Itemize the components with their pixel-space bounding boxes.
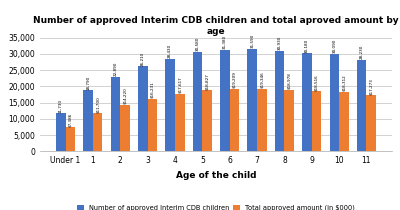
Bar bbox=[357, 60, 366, 151]
Text: $18,312: $18,312 bbox=[342, 75, 346, 91]
Bar bbox=[56, 113, 66, 151]
Text: $11,700: $11,700 bbox=[96, 96, 100, 113]
Text: 30,580: 30,580 bbox=[196, 37, 200, 51]
Legend: Number of approved Interim CDB children, Total approved amount (in $000): Number of approved Interim CDB children,… bbox=[74, 202, 358, 210]
Text: $19,346: $19,346 bbox=[260, 71, 264, 88]
Bar bbox=[339, 92, 349, 151]
X-axis label: Age of the child: Age of the child bbox=[176, 171, 256, 180]
Text: 30,180: 30,180 bbox=[305, 38, 309, 53]
Bar bbox=[202, 90, 212, 151]
Bar bbox=[302, 53, 312, 151]
Text: 18,790: 18,790 bbox=[86, 75, 90, 90]
Text: $18,978: $18,978 bbox=[287, 72, 291, 89]
Text: 22,890: 22,890 bbox=[114, 62, 118, 76]
Text: 28,230: 28,230 bbox=[360, 45, 364, 59]
Text: $18,516: $18,516 bbox=[314, 74, 318, 91]
Text: $7,386: $7,386 bbox=[68, 112, 72, 127]
Bar bbox=[220, 50, 230, 151]
Bar bbox=[312, 91, 321, 151]
Bar bbox=[330, 54, 339, 151]
Text: $17,617: $17,617 bbox=[178, 77, 182, 93]
Bar bbox=[175, 94, 184, 151]
Bar bbox=[166, 59, 175, 151]
Text: 11,730: 11,730 bbox=[59, 98, 63, 113]
Bar bbox=[248, 49, 257, 151]
Text: $16,231: $16,231 bbox=[150, 81, 154, 98]
Bar bbox=[275, 51, 284, 151]
Text: 30,930: 30,930 bbox=[278, 36, 282, 50]
Text: 31,590: 31,590 bbox=[250, 34, 254, 48]
Text: $17,273: $17,273 bbox=[369, 78, 373, 94]
Bar bbox=[120, 105, 130, 151]
Text: $14,220: $14,220 bbox=[123, 88, 127, 105]
Bar bbox=[257, 89, 266, 151]
Bar bbox=[66, 127, 75, 151]
Text: 30,090: 30,090 bbox=[332, 39, 336, 53]
Bar bbox=[111, 77, 120, 151]
Bar bbox=[148, 99, 157, 151]
Bar bbox=[193, 52, 202, 151]
Text: $19,209: $19,209 bbox=[232, 71, 236, 88]
Bar bbox=[83, 90, 93, 151]
Text: 28,430: 28,430 bbox=[168, 44, 172, 58]
Text: 26,210: 26,210 bbox=[141, 51, 145, 66]
Bar bbox=[230, 89, 239, 151]
Text: 31,380: 31,380 bbox=[223, 35, 227, 49]
Title: Number of approved Interim CDB children and total aproved amount by
age: Number of approved Interim CDB children … bbox=[33, 16, 399, 36]
Bar bbox=[284, 90, 294, 151]
Bar bbox=[138, 66, 148, 151]
Text: $18,827: $18,827 bbox=[205, 73, 209, 89]
Bar bbox=[93, 113, 102, 151]
Bar bbox=[366, 95, 376, 151]
